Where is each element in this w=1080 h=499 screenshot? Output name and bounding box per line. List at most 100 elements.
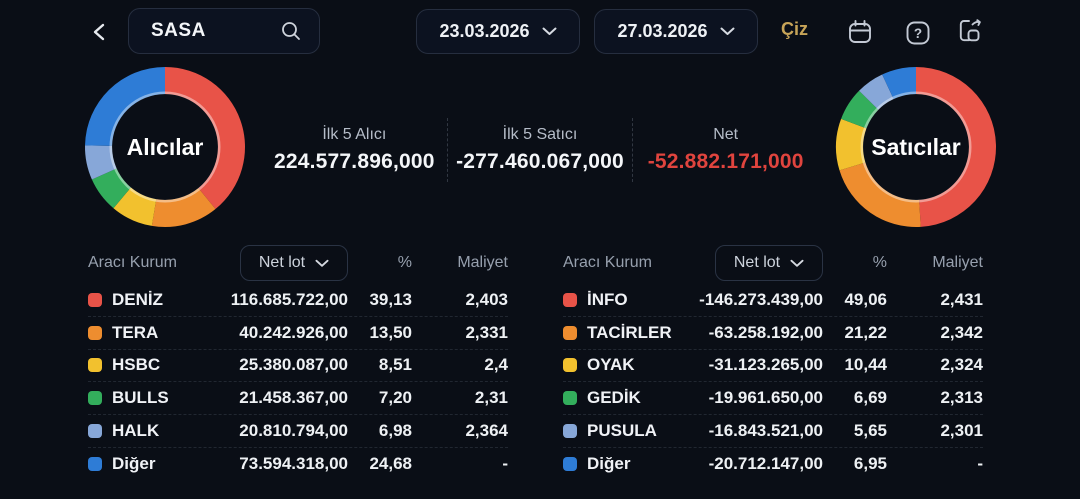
series-color-bullet xyxy=(88,292,102,307)
table-row[interactable]: DENİZ 116.685.722,00 39,13 2,403 xyxy=(88,284,508,317)
cost-value: - xyxy=(502,453,508,473)
draw-button[interactable]: Çiz xyxy=(781,19,808,39)
back-icon xyxy=(88,18,112,46)
sellers-donut-chart: Satıcılar xyxy=(834,65,998,229)
cost-value: 2,403 xyxy=(465,289,508,309)
netlot-value: 20.810.794,00 xyxy=(239,421,348,441)
series-color-bullet xyxy=(88,391,102,406)
series-color-bullet xyxy=(563,325,577,340)
table-row[interactable]: BULLS 21.458.367,00 7,20 2,31 xyxy=(88,382,508,416)
netlot-value: -20.712.147,00 xyxy=(708,453,823,473)
svg-text:?: ? xyxy=(914,26,922,41)
cost-value: - xyxy=(977,453,983,473)
summary-net-value: -52.882.171,000 xyxy=(647,150,804,173)
cost-value: 2,31 xyxy=(474,388,508,408)
help-icon: ? xyxy=(905,20,931,46)
broker-name: HSBC xyxy=(112,355,161,375)
table-row[interactable]: HSBC 25.380.087,00 8,51 2,4 xyxy=(88,350,508,383)
broker-name: BULLS xyxy=(112,388,169,408)
back-button[interactable] xyxy=(86,18,114,46)
table-row[interactable]: İNFO -146.273.439,00 49,06 2,431 xyxy=(563,284,983,317)
export-button[interactable] xyxy=(954,15,986,47)
netlot-value: -63.258.192,00 xyxy=(708,322,823,342)
broker-name: TACİRLER xyxy=(587,322,672,342)
table-row[interactable]: TACİRLER -63.258.192,00 21,22 2,342 xyxy=(563,317,983,350)
cost-value: 2,4 xyxy=(484,355,508,375)
col-broker: Aracı Kurum xyxy=(88,254,177,271)
series-color-bullet xyxy=(88,456,102,471)
netlot-value: 116.685.722,00 xyxy=(230,289,348,309)
summary-strip: İlk 5 Alıcı 224.577.896,000 İlk 5 Satıcı… xyxy=(262,118,818,182)
cost-value: 2,331 xyxy=(465,322,508,342)
series-color-bullet xyxy=(88,325,102,340)
summary-net: Net -52.882.171,000 xyxy=(632,118,818,182)
summary-top5-buy: İlk 5 Alıcı 224.577.896,000 xyxy=(262,118,447,182)
pct-value: 6,98 xyxy=(378,421,412,441)
broker-name: OYAK xyxy=(587,355,635,375)
pct-value: 6,95 xyxy=(853,453,887,473)
pct-value: 8,51 xyxy=(378,355,412,375)
broker-name: PUSULA xyxy=(587,421,657,441)
cost-value: 2,313 xyxy=(940,388,983,408)
cost-value: 2,364 xyxy=(465,421,508,441)
pct-value: 5,65 xyxy=(853,421,887,441)
search-icon[interactable] xyxy=(279,19,303,43)
pct-value: 24,68 xyxy=(369,453,412,473)
pct-value: 21,22 xyxy=(844,322,887,342)
table-row[interactable]: TERA 40.242.926,00 13,50 2,331 xyxy=(88,317,508,350)
sellers-table-header: Aracı Kurum Net lot % Maliyet xyxy=(563,244,983,282)
chevron-down-icon xyxy=(720,27,735,36)
chevron-down-icon xyxy=(542,27,557,36)
netlot-label: Net lot xyxy=(733,254,781,271)
pct-value: 13,50 xyxy=(369,322,412,342)
date-to-dropdown[interactable]: 27.03.2026 xyxy=(594,9,758,54)
summary-label: İlk 5 Alıcı xyxy=(322,126,387,143)
series-color-bullet xyxy=(563,358,577,373)
netlot-value: 21.458.367,00 xyxy=(239,388,348,408)
sellers-table: Aracı Kurum Net lot % Maliyet İNFO -146.… xyxy=(563,244,983,480)
col-pct: % xyxy=(872,254,887,271)
chevron-down-icon xyxy=(790,259,804,268)
netlot-value: -31.123.265,00 xyxy=(708,355,823,375)
broker-name: TERA xyxy=(112,322,159,342)
calendar-icon xyxy=(846,18,874,46)
symbol-value: SASA xyxy=(151,20,206,41)
cost-value: 2,324 xyxy=(940,355,983,375)
buyers-netlot-dropdown[interactable]: Net lot xyxy=(240,245,348,281)
table-row[interactable]: HALK 20.810.794,00 6,98 2,364 xyxy=(88,415,508,448)
netlot-value: 40.242.926,00 xyxy=(239,322,348,342)
netlot-value: 73.594.318,00 xyxy=(239,453,348,473)
buyers-table: Aracı Kurum Net lot % Maliyet DENİZ 116.… xyxy=(88,244,508,480)
sellers-netlot-dropdown[interactable]: Net lot xyxy=(715,245,823,281)
broker-name: HALK xyxy=(112,421,160,441)
pct-value: 7,20 xyxy=(378,388,412,408)
broker-name: İNFO xyxy=(587,289,628,309)
summary-value: -277.460.067,000 xyxy=(456,150,624,173)
cost-value: 2,301 xyxy=(940,421,983,441)
symbol-search-input[interactable]: SASA xyxy=(128,8,320,54)
chevron-down-icon xyxy=(315,259,329,268)
help-button[interactable]: ? xyxy=(902,17,934,49)
broker-name: Diğer xyxy=(587,453,631,473)
table-row[interactable]: PUSULA -16.843.521,00 5,65 2,301 xyxy=(563,415,983,448)
series-color-bullet xyxy=(563,292,577,307)
broker-name: DENİZ xyxy=(112,289,163,309)
table-row[interactable]: Diğer 73.594.318,00 24,68 - xyxy=(88,448,508,480)
netlot-label: Net lot xyxy=(258,254,306,271)
broker-name: GEDİK xyxy=(587,388,641,408)
table-row[interactable]: GEDİK -19.961.650,00 6,69 2,313 xyxy=(563,382,983,416)
calendar-button[interactable] xyxy=(844,16,876,48)
cost-value: 2,431 xyxy=(940,289,983,309)
export-icon xyxy=(955,16,985,46)
netlot-value: -16.843.521,00 xyxy=(708,421,823,441)
date-to-value: 27.03.2026 xyxy=(617,21,708,41)
buyers-donut-chart: Alıcılar xyxy=(83,65,247,229)
table-row[interactable]: OYAK -31.123.265,00 10,44 2,324 xyxy=(563,350,983,383)
sellers-donut-svg xyxy=(834,65,998,229)
series-color-bullet xyxy=(563,456,577,471)
summary-label: Net xyxy=(713,126,739,143)
col-broker: Aracı Kurum xyxy=(563,254,652,271)
table-row[interactable]: Diğer -20.712.147,00 6,95 - xyxy=(563,448,983,480)
date-from-dropdown[interactable]: 23.03.2026 xyxy=(416,9,580,54)
pct-value: 6,69 xyxy=(853,388,887,408)
